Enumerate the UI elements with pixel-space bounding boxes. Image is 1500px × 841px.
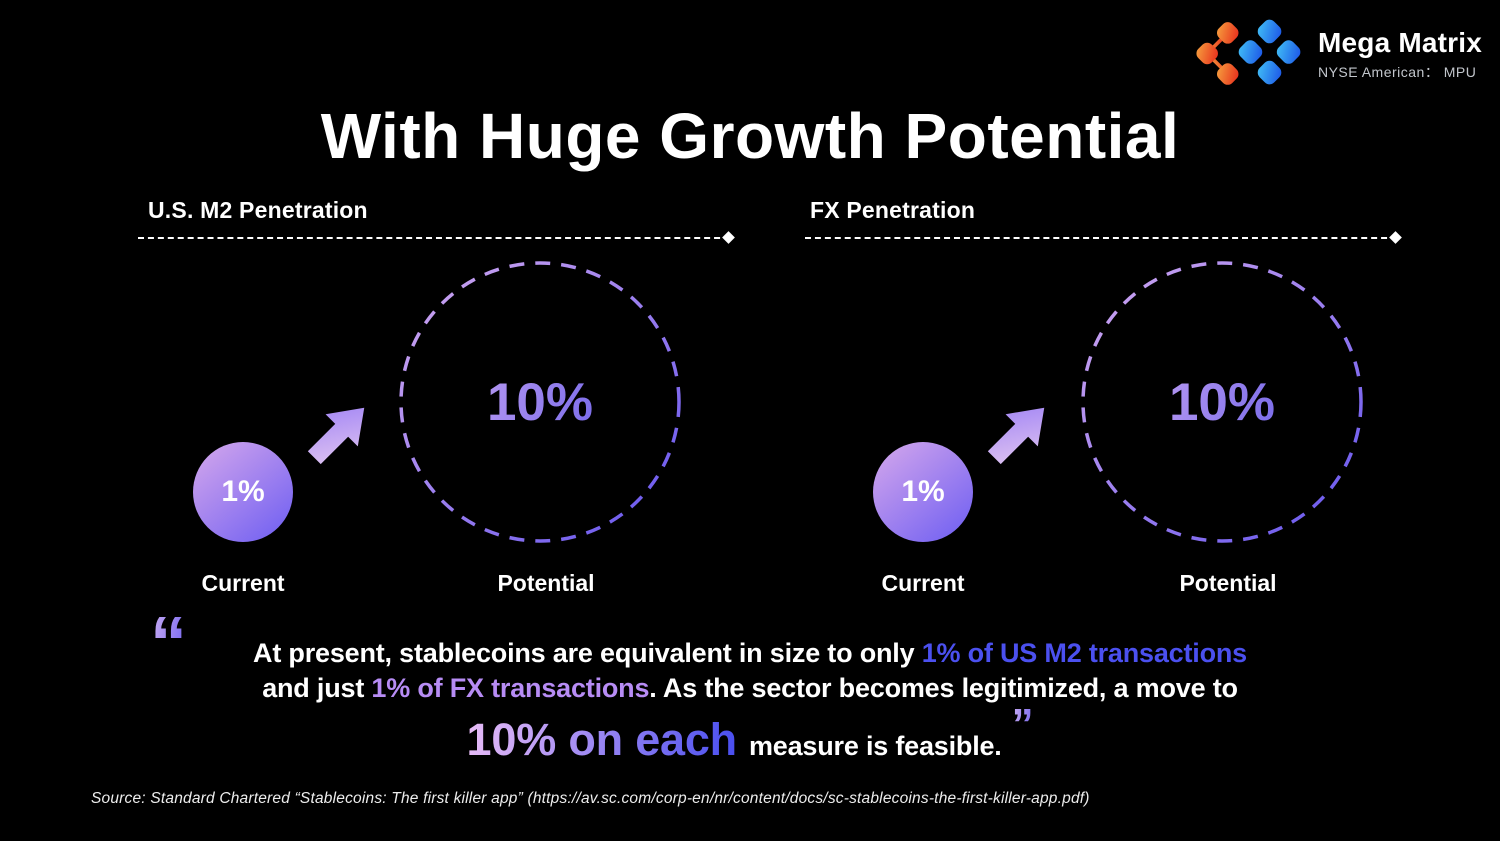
- quote-text: At present, stablecoins are equivalent i…: [253, 638, 922, 668]
- brand-ticker: NYSE American： MPU: [1317, 64, 1477, 81]
- dashed-axis-line-right: [805, 237, 1397, 239]
- growth-arrow-icon: [307, 407, 365, 465]
- quote-text: . As the sector becomes legitimized, a m…: [649, 673, 1238, 703]
- section-header-fx: FX Penetration: [810, 197, 976, 223]
- slide-title: With Huge Growth Potential: [320, 100, 1180, 172]
- current-circle-us-m2: 1%: [193, 442, 293, 542]
- quote-highlight-gradient: 10% on each: [466, 714, 738, 765]
- brand-logo: Mega Matrix NYSE American： MPU: [1194, 12, 1482, 92]
- current-circle-fx: 1%: [873, 442, 973, 542]
- mega-matrix-logo-icon: [1196, 19, 1301, 85]
- dashed-axis-line-left: [138, 237, 730, 239]
- source-citation: Source: Standard Chartered “Stablecoins:…: [91, 790, 1090, 807]
- potential-circle-fx: 10%: [1079, 259, 1365, 545]
- growth-arrow-icon: [987, 407, 1045, 465]
- quote-line-2: and just 1% of FX transactions. As the s…: [0, 671, 1500, 706]
- close-quote-icon: ”: [1011, 700, 1034, 749]
- potential-label-fx: Potential: [1179, 570, 1277, 596]
- open-quote-icon: “: [150, 601, 187, 684]
- quote-line-3: 10% on each measure is feasible. ”: [0, 703, 1500, 772]
- current-value-us-m2: 1%: [221, 475, 265, 508]
- current-label-us-m2: Current: [201, 570, 285, 596]
- quote-block: At present, stablecoins are equivalent i…: [0, 636, 1500, 772]
- current-value-fx: 1%: [901, 475, 945, 508]
- quote-text: measure is feasible.: [748, 731, 1002, 761]
- quote-highlight-blue: 1% of US M2 transactions: [921, 638, 1247, 668]
- dashed-circle-icon: [1081, 261, 1363, 543]
- section-header-us-m2: U.S. M2 Penetration: [148, 197, 368, 223]
- quote-line-1: At present, stablecoins are equivalent i…: [0, 636, 1500, 671]
- current-label-fx: Current: [881, 570, 965, 596]
- quote-highlight-purple: 1% of FX transactions: [371, 673, 650, 703]
- dashed-circle-icon: [399, 261, 681, 543]
- potential-label-us-m2: Potential: [497, 570, 595, 596]
- potential-value-fx: 10%: [1079, 259, 1365, 545]
- potential-value-us-m2: 10%: [397, 259, 683, 545]
- quote-text: and just: [262, 673, 372, 703]
- brand-text: Mega Matrix NYSE American： MPU: [1318, 22, 1482, 83]
- potential-circle-us-m2: 10%: [397, 259, 683, 545]
- brand-name: Mega Matrix: [1317, 26, 1482, 58]
